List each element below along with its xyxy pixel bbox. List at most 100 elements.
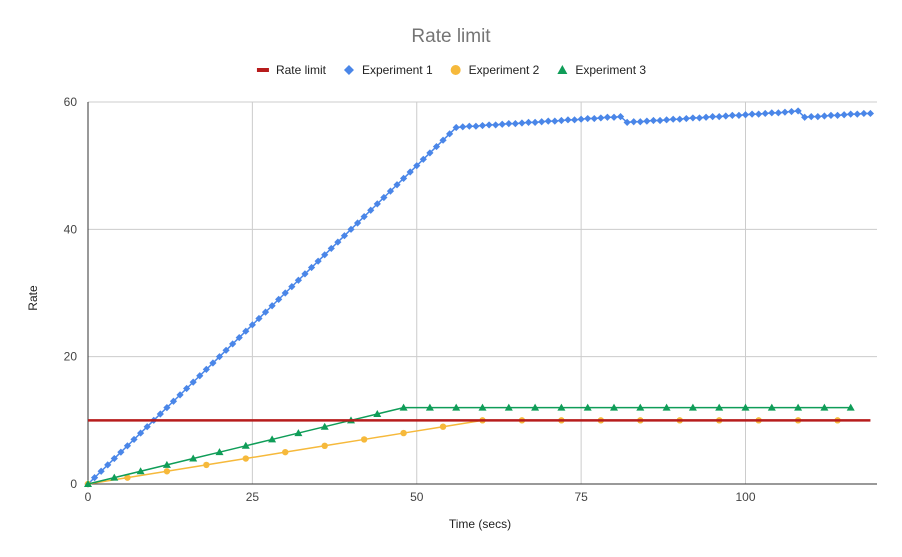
data-point-experiment-1 bbox=[340, 232, 349, 240]
legend-item-experiment-2: Experiment 2 bbox=[450, 63, 540, 77]
data-point-experiment-1 bbox=[866, 109, 875, 118]
data-point-experiment-1 bbox=[669, 115, 677, 123]
data-point-experiment-3 bbox=[452, 403, 461, 411]
y-tick-label: 40 bbox=[64, 222, 78, 236]
data-point-experiment-1 bbox=[511, 120, 519, 128]
axes bbox=[87, 102, 877, 485]
x-tick-label: 0 bbox=[85, 490, 92, 504]
data-point-experiment-1 bbox=[90, 474, 99, 482]
chart-title: Rate limit bbox=[411, 26, 491, 47]
data-point-experiment-1 bbox=[406, 168, 414, 176]
data-point-experiment-1 bbox=[123, 442, 132, 450]
data-point-experiment-3 bbox=[373, 409, 382, 417]
x-tick-label: 25 bbox=[246, 490, 260, 504]
data-point-experiment-1 bbox=[636, 118, 644, 126]
data-point-experiment-2 bbox=[163, 468, 171, 475]
data-point-experiment-1 bbox=[452, 123, 460, 132]
data-point-experiment-1 bbox=[360, 213, 368, 221]
data-point-experiment-3 bbox=[110, 473, 119, 481]
data-point-experiment-1 bbox=[833, 111, 842, 119]
data-point-experiment-2 bbox=[242, 455, 249, 462]
legend-swatch-experiment-1 bbox=[343, 65, 354, 75]
y-tick-label: 0 bbox=[70, 477, 77, 491]
series-line-experiment-1 bbox=[87, 110, 871, 485]
data-point-experiment-1 bbox=[156, 410, 164, 418]
y-tick-label: 60 bbox=[64, 95, 78, 109]
data-point-experiment-1 bbox=[524, 118, 533, 126]
data-point-experiment-3 bbox=[268, 435, 277, 443]
data-point-experiment-1 bbox=[623, 118, 631, 126]
data-point-experiment-1 bbox=[676, 115, 684, 123]
data-point-experiment-3 bbox=[636, 403, 645, 411]
data-point-experiment-3 bbox=[294, 429, 303, 437]
data-point-experiment-3 bbox=[741, 403, 750, 411]
data-point-experiment-1 bbox=[183, 384, 191, 393]
y-axis-label: Rate bbox=[26, 285, 40, 311]
data-point-experiment-1 bbox=[807, 113, 815, 121]
data-point-experiment-1 bbox=[748, 110, 756, 118]
data-point-experiment-1 bbox=[373, 200, 381, 208]
data-point-experiment-1 bbox=[761, 109, 769, 118]
data-point-experiment-1 bbox=[321, 251, 329, 259]
series-experiment-3 bbox=[84, 403, 855, 487]
data-point-experiment-1 bbox=[432, 142, 441, 151]
data-point-experiment-1 bbox=[268, 302, 276, 310]
series-experiment-2 bbox=[84, 417, 841, 488]
legend-item-rate-limit: Rate limit bbox=[256, 63, 327, 77]
data-point-experiment-1 bbox=[347, 225, 355, 233]
x-axis-ticks: 0 25 50 75 100 bbox=[85, 490, 756, 504]
data-point-experiment-1 bbox=[492, 121, 500, 129]
data-point-experiment-1 bbox=[426, 149, 434, 157]
data-point-experiment-1 bbox=[294, 276, 302, 284]
data-point-experiment-3 bbox=[320, 422, 329, 430]
x-tick-label: 100 bbox=[735, 490, 755, 504]
data-point-experiment-3 bbox=[136, 467, 145, 475]
x-tick-label: 75 bbox=[574, 490, 588, 504]
data-point-experiment-1 bbox=[169, 397, 178, 405]
legend-item-experiment-3: Experiment 3 bbox=[557, 63, 646, 77]
data-point-experiment-1 bbox=[787, 107, 796, 116]
data-point-experiment-1 bbox=[564, 116, 572, 124]
data-point-experiment-1 bbox=[840, 111, 848, 119]
data-point-experiment-2 bbox=[124, 474, 131, 481]
data-point-experiment-1 bbox=[755, 110, 763, 118]
data-point-experiment-3 bbox=[610, 403, 618, 411]
data-point-experiment-1 bbox=[97, 467, 105, 475]
data-point-experiment-1 bbox=[485, 121, 493, 129]
data-point-experiment-1 bbox=[682, 114, 690, 123]
data-point-experiment-1 bbox=[603, 113, 612, 121]
data-point-experiment-1 bbox=[439, 136, 447, 144]
data-point-experiment-1 bbox=[781, 108, 789, 116]
data-point-experiment-3 bbox=[767, 403, 776, 411]
data-point-experiment-1 bbox=[288, 283, 296, 291]
data-point-experiment-1 bbox=[301, 270, 309, 278]
data-point-experiment-3 bbox=[84, 480, 92, 487]
data-point-experiment-1 bbox=[505, 120, 513, 128]
legend-swatch-rate-limit bbox=[256, 68, 269, 72]
data-point-experiment-1 bbox=[446, 130, 454, 138]
data-point-experiment-3 bbox=[189, 454, 198, 462]
data-point-experiment-1 bbox=[616, 113, 625, 121]
data-point-experiment-1 bbox=[768, 109, 776, 117]
data-point-experiment-1 bbox=[229, 340, 237, 348]
data-point-experiment-1 bbox=[649, 116, 658, 125]
data-point-experiment-1 bbox=[275, 295, 283, 303]
data-point-experiment-1 bbox=[327, 244, 335, 253]
data-point-experiment-3 bbox=[846, 403, 855, 411]
data-point-experiment-1 bbox=[248, 321, 256, 329]
data-point-experiment-1 bbox=[722, 112, 730, 120]
legend-label-experiment-1: Experiment 1 bbox=[362, 63, 433, 77]
legend-label-experiment-3: Experiment 3 bbox=[575, 63, 646, 77]
x-tick-label: 50 bbox=[410, 490, 424, 504]
y-tick-label: 20 bbox=[64, 350, 78, 364]
data-point-experiment-1 bbox=[498, 120, 506, 128]
data-point-experiment-3 bbox=[820, 403, 829, 411]
data-point-experiment-1 bbox=[557, 116, 565, 125]
data-point-experiment-1 bbox=[261, 308, 270, 316]
data-point-experiment-1 bbox=[597, 114, 605, 122]
data-point-experiment-3 bbox=[504, 403, 513, 411]
data-point-experiment-1 bbox=[465, 122, 473, 130]
data-point-experiment-1 bbox=[709, 113, 717, 121]
data-point-experiment-2 bbox=[282, 448, 289, 456]
data-point-experiment-3 bbox=[583, 403, 592, 411]
